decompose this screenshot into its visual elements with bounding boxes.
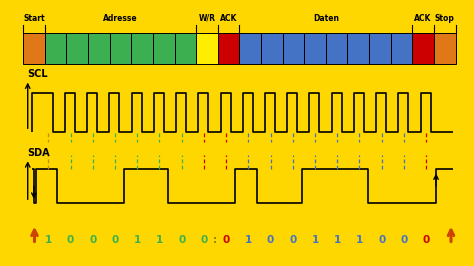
Bar [196,34,218,64]
Text: 0: 0 [178,235,185,245]
Bar [109,34,131,64]
Bar [369,34,391,64]
Text: ACK: ACK [414,14,432,23]
Bar [347,34,369,64]
Text: 1: 1 [245,235,252,245]
Text: SDA: SDA [27,148,50,158]
Text: 1: 1 [356,235,363,245]
Text: Adresse: Adresse [103,14,138,23]
Bar [391,34,412,64]
Text: Start: Start [23,14,45,23]
Text: 0: 0 [289,235,296,245]
Text: 0: 0 [422,235,430,245]
Bar [153,34,174,64]
Text: 0: 0 [378,235,385,245]
Text: 0: 0 [267,235,274,245]
Bar [304,34,326,64]
Text: 1: 1 [45,235,52,245]
Text: 0: 0 [67,235,74,245]
Bar [283,34,304,64]
Text: 0: 0 [111,235,118,245]
Text: 0: 0 [200,235,208,245]
Text: 0: 0 [400,235,408,245]
Text: ACK: ACK [220,14,237,23]
Bar [131,34,153,64]
Bar [66,34,88,64]
Text: 1: 1 [156,235,163,245]
Text: W/R: W/R [199,14,216,23]
Bar [45,34,66,64]
Bar [261,34,283,64]
Text: 1: 1 [334,235,341,245]
Bar [434,34,456,64]
Text: Daten: Daten [313,14,339,23]
Text: Stop: Stop [435,14,455,23]
Text: SCL: SCL [27,69,48,79]
Bar [326,34,347,64]
Text: :: : [213,235,217,245]
Text: 1: 1 [134,235,141,245]
Bar [239,34,261,64]
Text: 1: 1 [311,235,319,245]
Bar [23,34,45,64]
Bar [218,34,239,64]
Bar [174,34,196,64]
Bar [412,34,434,64]
Bar [88,34,109,64]
Text: 0: 0 [89,235,96,245]
Text: 0: 0 [222,235,230,245]
